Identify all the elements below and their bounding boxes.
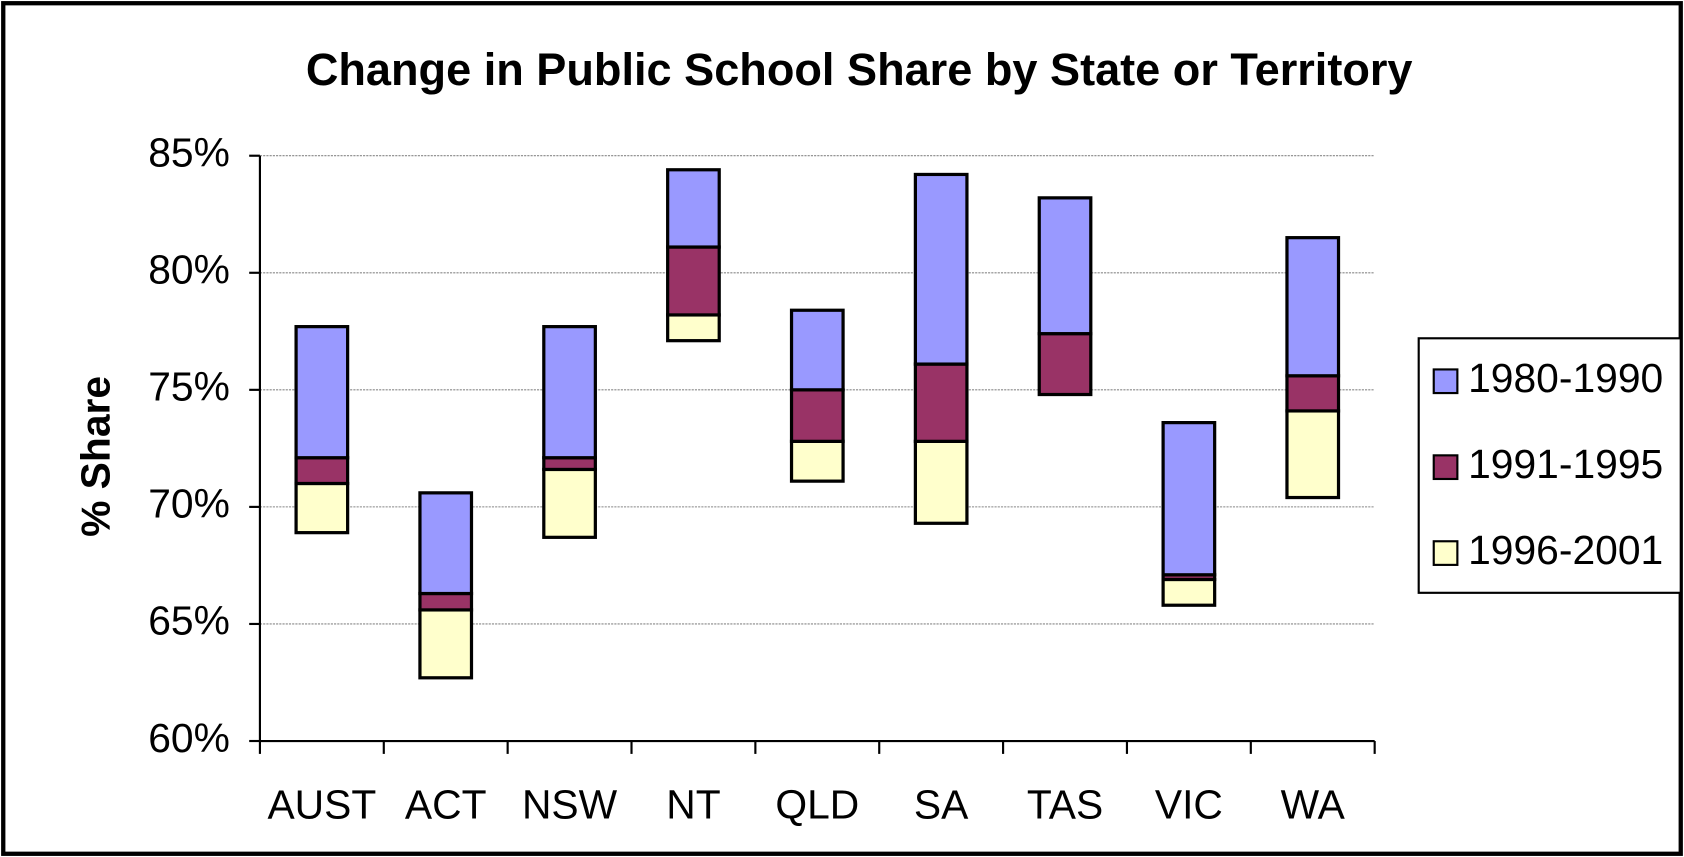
bar-segment	[294, 325, 350, 460]
bar-segment	[913, 172, 969, 366]
x-tick-label: AUST	[267, 781, 376, 827]
x-tick-label: TAS	[1027, 781, 1103, 827]
bar-segment	[418, 491, 474, 596]
bar-segment	[1037, 332, 1093, 397]
x-tick-label: WA	[1281, 781, 1346, 827]
bar-segment	[1161, 577, 1217, 607]
y-tick-label: 85%	[148, 130, 230, 176]
y-axis-label: % Share	[73, 376, 119, 537]
y-tick-label: 75%	[148, 364, 230, 410]
bar-segment	[418, 608, 474, 680]
legend-label: 1996-2001	[1468, 527, 1663, 573]
y-tick-label: 60%	[148, 715, 230, 761]
y-tick-label: 70%	[148, 481, 230, 527]
chart-title: Change in Public School Share by State o…	[306, 44, 1413, 95]
bar-segment	[1285, 236, 1341, 378]
bar-segment	[1161, 421, 1217, 577]
bar-segment	[1285, 374, 1341, 413]
legend-swatch	[1432, 368, 1459, 395]
bar-segment	[789, 308, 845, 392]
bar-segment	[1037, 196, 1093, 336]
bar-segment	[666, 313, 721, 343]
bar-segment	[666, 168, 721, 249]
bar-segment	[913, 439, 969, 525]
x-tick-label: ACT	[405, 781, 487, 827]
x-tick-label: NT	[666, 781, 720, 827]
bar-segment	[294, 456, 350, 486]
bar-segment	[789, 439, 845, 483]
bar-segment	[913, 362, 969, 443]
y-tick-label: 80%	[148, 247, 230, 293]
y-tick-label: 65%	[148, 598, 230, 644]
legend-box	[1417, 337, 1682, 594]
bar-segment	[294, 481, 350, 535]
x-tick-label: SA	[914, 781, 969, 827]
x-tick-label: QLD	[775, 781, 859, 827]
legend-label: 1980-1990	[1468, 355, 1663, 401]
x-tick-label: VIC	[1155, 781, 1223, 827]
bar-segment	[789, 388, 845, 443]
legend-swatch	[1432, 540, 1459, 566]
bar-segment	[666, 245, 721, 317]
legend-label: 1991-1995	[1468, 441, 1663, 487]
x-tick-label: NSW	[522, 781, 618, 827]
bar-segment	[542, 467, 597, 539]
bar-segment	[542, 325, 597, 460]
bar-segment	[418, 591, 474, 612]
legend-swatch	[1432, 454, 1459, 481]
bar-segment	[542, 456, 597, 472]
bar-segment	[1285, 409, 1341, 500]
